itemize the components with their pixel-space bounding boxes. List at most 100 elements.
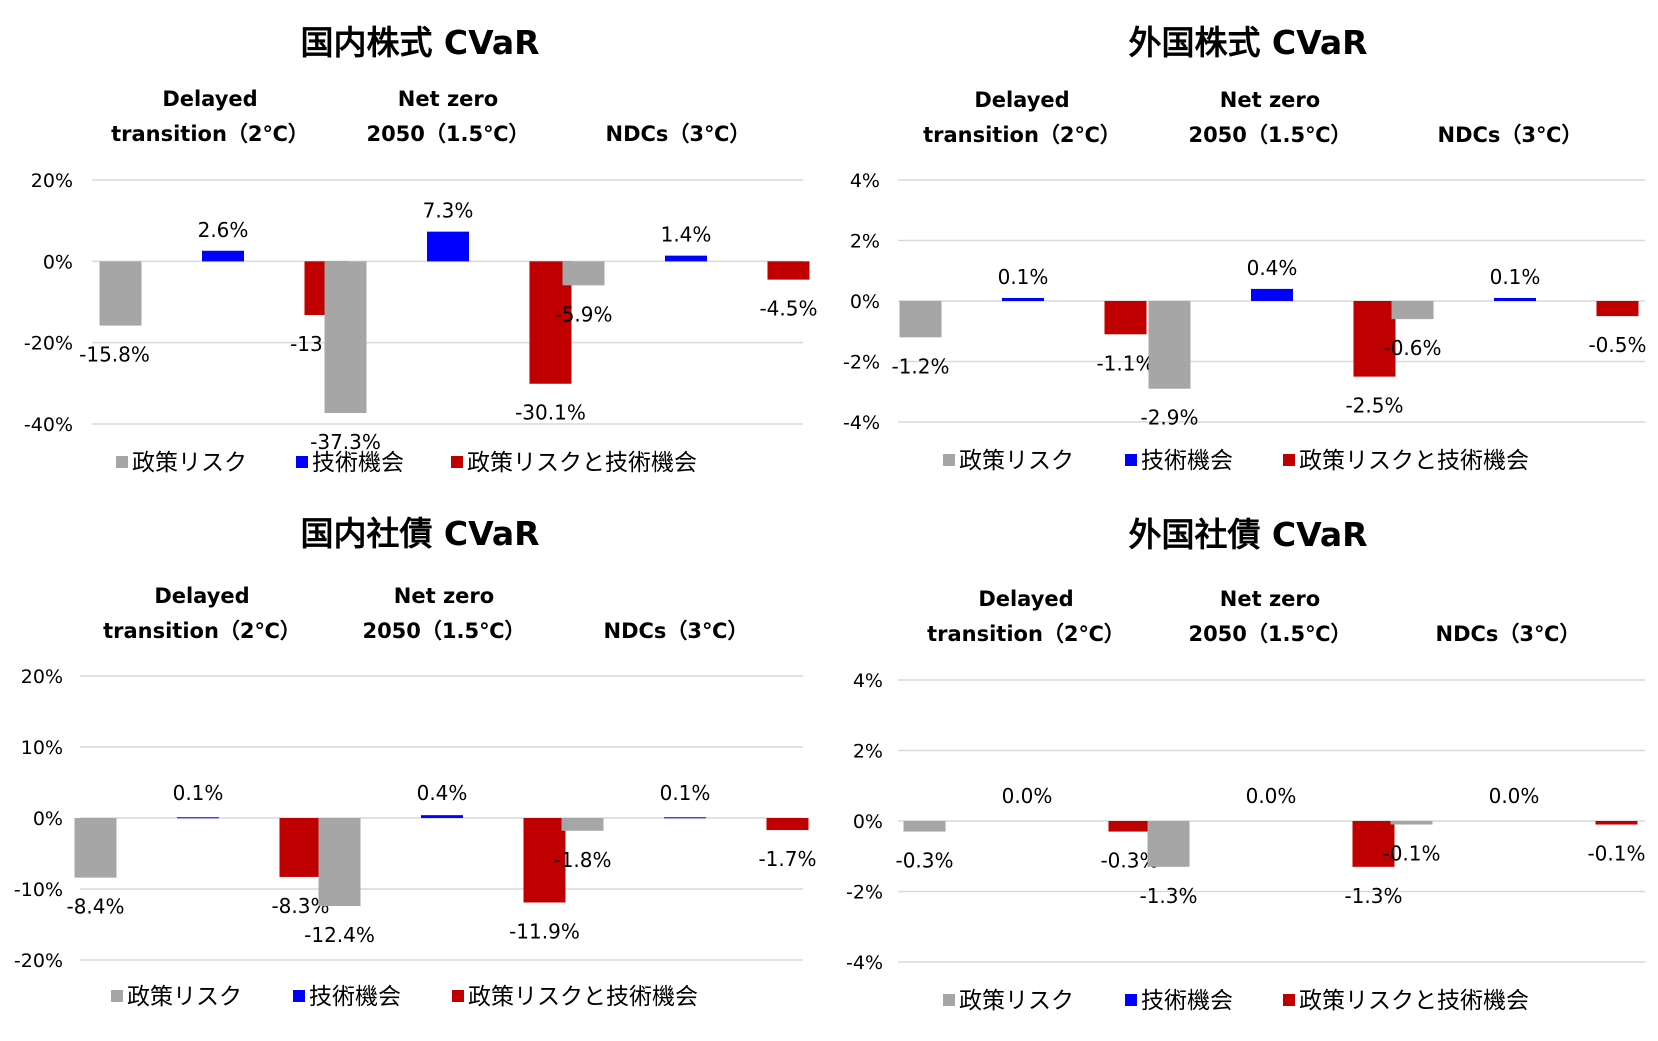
legend-swatch [1283,994,1295,1006]
y-tick-label: -20% [14,950,63,972]
category-label: Net zero [398,87,498,111]
legend-swatch [452,990,464,1002]
data-label: 0.0% [1246,784,1297,808]
bar [766,818,809,831]
data-label: -0.1% [1382,842,1440,866]
category-label: transition（2℃） [103,619,301,643]
category-label: NDCs（3℃） [606,122,751,146]
data-label: -0.1% [1587,842,1645,866]
bar [899,301,942,338]
data-label: 0.1% [998,265,1049,289]
bar [1353,301,1396,377]
y-tick-label: 4% [850,170,880,192]
data-label: -15.8% [79,343,150,367]
bar [1251,288,1293,301]
data-label: -8.4% [66,895,124,919]
data-label: -11.9% [509,919,580,943]
chart-title: 外国株式 CVaR [1128,23,1367,62]
category-label: Delayed [154,584,249,608]
data-label: -30.1% [515,401,586,425]
y-tick-label: 20% [31,170,73,192]
legend-label: 技術機会 [309,984,401,1010]
y-tick-label: -10% [14,879,63,901]
y-tick-label: -2% [846,882,883,904]
data-label: 0.1% [1490,265,1541,289]
category-label: NDCs（3℃） [604,619,749,643]
bar [1108,821,1151,832]
y-tick-label: 0% [43,251,73,273]
y-tick-label: -20% [24,333,73,355]
bar [324,261,367,414]
bar [1147,821,1190,867]
category-label: Delayed [978,587,1073,611]
data-label: 0.1% [173,781,224,805]
legend-swatch [943,994,955,1006]
bar [1352,821,1395,867]
category-label: transition（2℃） [923,123,1121,147]
bar [427,231,469,262]
bar [1596,301,1639,317]
bar [318,818,361,907]
legend-swatch [293,990,305,1002]
bar [1002,297,1044,301]
data-label: -1.8% [553,848,611,872]
bar [1390,821,1433,825]
y-tick-label: 0% [850,291,880,313]
bar [1104,301,1147,335]
legend-swatch [943,454,955,466]
data-label: 0.0% [1002,784,1053,808]
y-tick-label: 0% [853,811,883,833]
category-label: Net zero [1220,587,1320,611]
data-label: -1.3% [1344,884,1402,908]
bar [99,261,142,326]
chart-panel-1: 国内株式 CVaR Delayed transition（2℃） Net zero 20… [24,23,818,476]
legend-label: 技術機会 [312,450,404,476]
legend-swatch [296,456,308,468]
category-label: 2050（1.5℃） [366,122,529,146]
data-label: -1.7% [758,847,816,871]
category-label: transition（2℃） [111,122,309,146]
data-label: -0.3% [895,849,953,873]
legend-label: 政策リスク [132,450,247,476]
legend-label: 政策リスクと技術機会 [1299,448,1529,474]
y-tick-label: -40% [24,414,73,436]
category-label: Delayed [974,88,1069,112]
data-label: -1.2% [891,354,949,378]
data-label: 7.3% [423,199,474,223]
bar [1494,297,1536,301]
data-label: -1.3% [1139,884,1197,908]
legend-label: 政策リスクと技術機会 [1299,988,1529,1014]
category-label: 2050（1.5℃） [1188,622,1351,646]
category-label: NDCs（3℃） [1436,622,1581,646]
data-label: -12.4% [304,923,375,947]
bar [1148,301,1191,389]
bar [1595,821,1638,825]
legend-label: 技術機会 [1141,448,1233,474]
chart-panel-3: 国内社債 CVaR Delayed transition（2℃） Net zero 20… [14,514,817,1010]
legend-label: 政策リスク [959,988,1074,1014]
y-tick-label: 20% [21,666,63,688]
chart-title: 国内株式 CVaR [300,23,539,62]
data-label: -1.1% [1096,351,1154,375]
category-label: NDCs（3℃） [1438,123,1583,147]
data-label: 0.1% [660,781,711,805]
bar [202,250,244,262]
data-label: -2.9% [1140,406,1198,430]
legend-swatch [1125,454,1137,466]
bar [74,818,117,878]
y-tick-label: 2% [850,231,880,253]
bar [903,821,946,832]
chart-title: 国内社債 CVaR [300,514,539,553]
bar [767,261,810,280]
data-label: -4.5% [759,297,817,321]
data-label: 2.6% [198,218,249,242]
bar [279,818,322,877]
category-label: 2050（1.5℃） [1188,123,1351,147]
chart-panel-4: 外国社債 CVaR Delayed transition（2℃） Net zero 20… [846,515,1646,1014]
legend-swatch [451,456,463,468]
legend-label: 政策リスク [959,448,1074,474]
y-tick-label: 0% [33,808,63,830]
category-label: Net zero [1220,88,1320,112]
bar [177,817,219,819]
